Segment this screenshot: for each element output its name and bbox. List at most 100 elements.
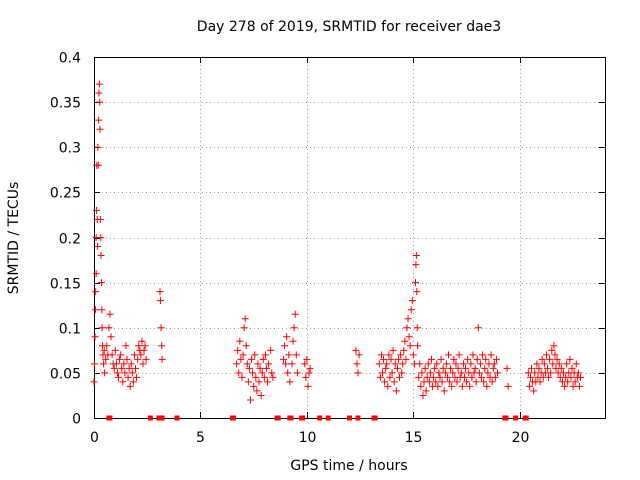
data-point xyxy=(119,378,127,386)
data-point xyxy=(95,116,103,124)
data-point xyxy=(97,234,105,241)
data-point xyxy=(261,351,269,359)
data-point xyxy=(123,355,131,363)
data-point xyxy=(422,387,430,395)
data-point xyxy=(353,360,361,368)
data-point xyxy=(354,369,362,377)
y-tick-label: 0.05 xyxy=(50,367,81,383)
data-point xyxy=(377,351,385,359)
data-point xyxy=(125,364,133,372)
data-point xyxy=(447,364,455,372)
zero-point xyxy=(230,415,236,421)
data-point xyxy=(572,360,580,368)
data-point xyxy=(259,355,267,363)
data-point xyxy=(472,378,480,386)
data-point xyxy=(112,360,120,368)
data-point xyxy=(577,373,585,381)
data-point xyxy=(102,355,110,363)
data-point xyxy=(457,369,465,377)
data-point xyxy=(448,382,456,390)
data-point xyxy=(95,89,103,97)
data-point xyxy=(564,378,572,386)
zero-point xyxy=(347,415,352,421)
data-point xyxy=(379,369,387,377)
data-point xyxy=(100,346,108,354)
data-point xyxy=(282,360,290,368)
data-point xyxy=(388,369,396,377)
data-point xyxy=(421,364,429,372)
data-point xyxy=(301,360,309,368)
data-point xyxy=(525,382,533,390)
data-point xyxy=(127,360,135,368)
data-point xyxy=(106,310,114,318)
chart-title: Day 278 of 2019, SRMTID for receiver dae… xyxy=(197,19,501,35)
data-point xyxy=(387,355,395,363)
data-point xyxy=(306,364,314,372)
data-point xyxy=(441,369,449,377)
data-point xyxy=(557,364,565,372)
data-point xyxy=(93,206,101,214)
data-point xyxy=(105,324,113,332)
data-point xyxy=(288,360,296,368)
y-tick-label: 0.2 xyxy=(59,232,81,248)
data-point xyxy=(400,346,408,354)
y-tick-label: 0.25 xyxy=(50,186,81,202)
data-point xyxy=(553,355,561,363)
data-point xyxy=(467,360,475,368)
data-point xyxy=(92,288,100,296)
data-point xyxy=(440,387,448,395)
data-point xyxy=(100,360,108,368)
data-point xyxy=(566,355,574,363)
x-tick-label: 20 xyxy=(512,430,530,446)
y-tick-label: 0.3 xyxy=(59,141,81,157)
data-point xyxy=(103,342,111,350)
data-point xyxy=(116,355,124,363)
data-point xyxy=(446,378,454,386)
data-point xyxy=(480,378,488,386)
data-point xyxy=(91,333,99,341)
data-point xyxy=(257,391,265,399)
data-point xyxy=(96,98,104,106)
y-tick-label: 0 xyxy=(72,412,81,428)
data-point xyxy=(408,297,416,305)
zero-point xyxy=(503,415,509,421)
data-point xyxy=(286,378,294,386)
data-point xyxy=(575,382,583,390)
x-tick-label: 5 xyxy=(196,430,205,446)
data-point xyxy=(117,351,125,359)
data-point xyxy=(487,351,495,359)
data-point xyxy=(92,270,100,278)
data-point xyxy=(158,342,166,350)
data-point xyxy=(242,342,250,350)
data-point xyxy=(233,360,241,368)
data-point xyxy=(546,355,554,363)
data-point xyxy=(134,355,142,363)
data-point xyxy=(248,355,256,363)
data-point xyxy=(442,360,450,368)
data-points xyxy=(90,80,585,421)
x-axis-label: GPS time / hours xyxy=(290,458,407,474)
data-point xyxy=(237,355,245,363)
data-point xyxy=(355,351,363,359)
data-point xyxy=(236,337,244,345)
data-point xyxy=(425,378,433,386)
data-point xyxy=(493,369,501,377)
data-point xyxy=(393,364,401,372)
data-point xyxy=(283,333,291,341)
data-point xyxy=(281,342,289,350)
data-point xyxy=(158,355,166,363)
data-point xyxy=(382,364,390,372)
data-point xyxy=(406,342,414,350)
data-point xyxy=(437,355,445,363)
data-point xyxy=(244,378,252,386)
data-point xyxy=(110,364,118,372)
zero-point xyxy=(513,415,519,421)
data-point xyxy=(464,355,472,363)
data-point xyxy=(97,252,105,260)
data-point xyxy=(481,364,489,372)
data-point xyxy=(142,355,150,363)
data-point xyxy=(416,360,424,368)
data-point xyxy=(139,360,147,368)
data-point xyxy=(536,378,544,386)
data-point xyxy=(445,351,453,359)
